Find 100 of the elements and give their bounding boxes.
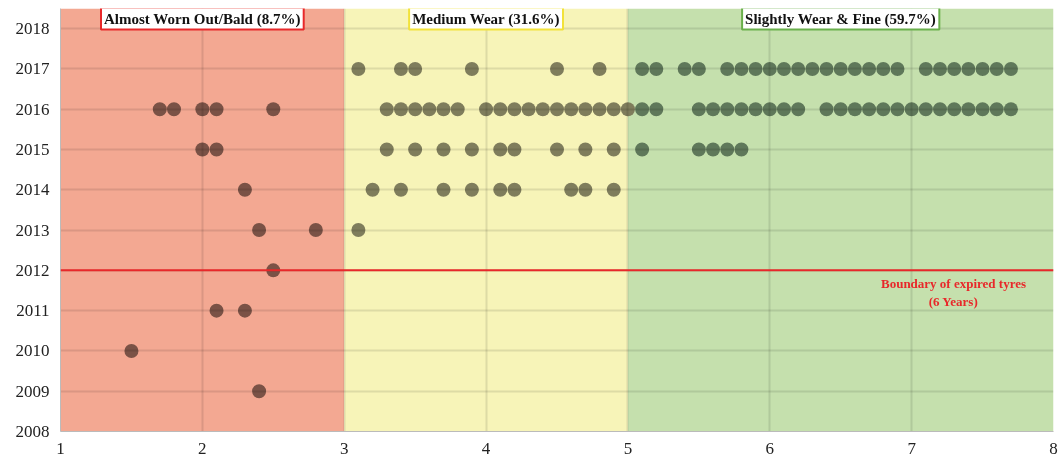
point: [649, 102, 664, 117]
point: [975, 61, 990, 76]
x-tick-label: 4: [481, 438, 491, 458]
point: [195, 142, 210, 157]
point: [876, 61, 891, 76]
point: [890, 61, 905, 76]
point: [606, 102, 621, 117]
point: [975, 102, 990, 117]
point: [720, 102, 735, 117]
point: [393, 102, 408, 117]
point: [436, 182, 451, 197]
point: [833, 102, 848, 117]
point: [379, 102, 394, 117]
point: [805, 61, 820, 76]
y-tick-label: 2008: [15, 422, 50, 441]
point: [904, 102, 919, 117]
point: [266, 102, 281, 117]
point: [252, 384, 267, 399]
x-tick-label: 7: [907, 438, 917, 458]
point: [1003, 61, 1018, 76]
point: [507, 102, 522, 117]
point: [436, 102, 451, 117]
point: [578, 142, 593, 157]
point: [365, 182, 380, 197]
y-tick-label: 2013: [15, 220, 50, 240]
x-tick-label: 1: [56, 438, 65, 458]
point: [166, 102, 181, 117]
point: [479, 102, 494, 117]
point: [720, 142, 735, 157]
point: [791, 102, 806, 117]
point: [436, 142, 451, 157]
point: [578, 182, 593, 197]
point: [862, 61, 877, 76]
point: [876, 102, 891, 117]
y-tick-label: 2012: [15, 260, 50, 280]
point: [720, 61, 735, 76]
y-tick-label: 2018: [15, 19, 50, 39]
point: [393, 182, 408, 197]
point: [947, 102, 962, 117]
point: [592, 61, 607, 76]
point: [635, 61, 650, 76]
point: [351, 223, 366, 238]
point: [989, 61, 1004, 76]
point: [535, 102, 550, 117]
x-tick-label: 6: [765, 438, 775, 458]
point: [408, 61, 423, 76]
point: [408, 102, 423, 117]
point: [918, 61, 933, 76]
point: [961, 61, 976, 76]
point: [252, 223, 267, 238]
point: [308, 223, 323, 238]
point: [507, 182, 522, 197]
point: [933, 102, 948, 117]
point: [748, 102, 763, 117]
point: [847, 102, 862, 117]
y-tick-label: 2016: [15, 99, 50, 119]
point: [734, 61, 749, 76]
point: [862, 102, 877, 117]
point: [493, 182, 508, 197]
point: [507, 142, 522, 157]
point: [691, 142, 706, 157]
point: [606, 182, 621, 197]
band-label: Almost Worn Out/Bald (8.7%): [104, 10, 301, 28]
y-tick-label: 2014: [15, 180, 50, 200]
point: [1003, 102, 1018, 117]
point: [237, 303, 252, 318]
point: [620, 102, 635, 117]
x-tick-label: 5: [623, 438, 633, 458]
point: [464, 61, 479, 76]
point: [819, 102, 834, 117]
x-tick-label: 2: [198, 438, 207, 458]
point: [635, 142, 650, 157]
point: [776, 102, 791, 117]
point: [677, 61, 692, 76]
point: [762, 61, 777, 76]
point: [564, 102, 579, 117]
band-label: Medium Wear (31.6%): [412, 10, 560, 28]
point: [819, 61, 834, 76]
point: [521, 102, 536, 117]
y-tick-label: 2009: [15, 381, 50, 401]
point: [961, 102, 976, 117]
y-tick-label: 2010: [15, 341, 50, 361]
point: [989, 102, 1004, 117]
point: [691, 102, 706, 117]
point: [890, 102, 905, 117]
point: [209, 303, 224, 318]
x-tick-label: 3: [339, 438, 349, 458]
point: [762, 102, 777, 117]
point: [734, 142, 749, 157]
point: [464, 142, 479, 157]
point: [393, 61, 408, 76]
point: [578, 102, 593, 117]
point: [791, 61, 806, 76]
point: [564, 182, 579, 197]
point: [209, 142, 224, 157]
point: [847, 61, 862, 76]
point: [209, 102, 224, 117]
point: [152, 102, 167, 117]
point: [691, 61, 706, 76]
point: [706, 102, 721, 117]
